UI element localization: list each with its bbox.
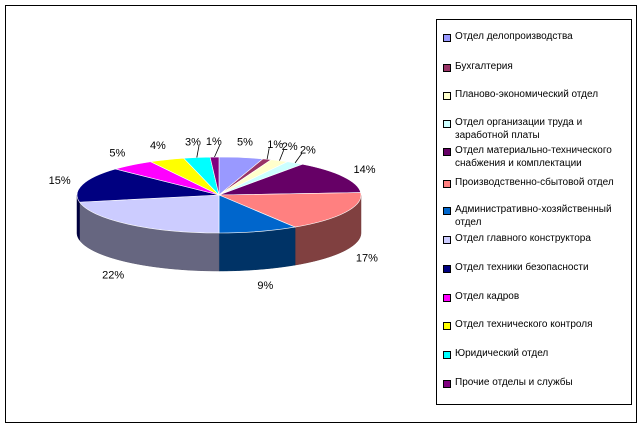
pie-slice-5 <box>218 192 362 228</box>
leader-line-2 <box>279 149 285 161</box>
legend-swatch <box>443 148 451 156</box>
data-label-11: 3% <box>185 137 201 149</box>
legend-label: Бухгалтерия <box>455 61 513 72</box>
data-label-0: 5% <box>237 137 253 149</box>
data-label-6: 9% <box>257 280 273 292</box>
legend-item: Административно-хозяйственный отдел <box>443 203 629 229</box>
legend-item: Производственно-сбытовой отдел <box>443 176 629 189</box>
legend-swatch <box>443 380 451 388</box>
legend-item: Прочие отделы и службы <box>443 376 629 389</box>
legend-item: Отдел материально-технического снабжения… <box>443 144 629 170</box>
leader-line-1 <box>266 148 270 160</box>
legend-label: Планово-экономический отдел <box>455 89 599 100</box>
legend-item: Юридический отдел <box>443 347 629 360</box>
legend-item: Отдел техники безопасности <box>443 261 629 274</box>
legend-swatch <box>443 120 451 128</box>
leader-line-12 <box>214 144 221 158</box>
legend-swatch <box>443 294 451 302</box>
legend-label: Отдел делопроизводства <box>455 31 573 42</box>
legend: Отдел делопроизводства Бухгалтерия Планово… <box>436 19 632 405</box>
legend-item: Отдел кадров <box>443 290 629 303</box>
data-label-2: 2% <box>282 141 298 153</box>
legend-item: Отдел организации труда и заработной пла… <box>443 116 629 142</box>
legend-label: Отдел техники безопасности <box>455 262 589 273</box>
legend-swatch <box>443 64 451 72</box>
pie-slice-4 <box>218 163 362 196</box>
leader-line-11 <box>196 145 200 158</box>
data-label-12: 1% <box>206 136 222 148</box>
legend-item: Планово-экономический отдел <box>443 88 629 101</box>
data-label-3: 2% <box>300 144 316 156</box>
legend-item: Бухгалтерия <box>443 60 629 73</box>
legend-label: Юридический отдел <box>455 348 549 359</box>
legend-swatch <box>443 92 451 100</box>
data-label-1: 1% <box>267 139 283 151</box>
legend-swatch <box>443 207 451 215</box>
data-label-4: 14% <box>353 164 375 176</box>
legend-label: Отдел организации труда и заработной пла… <box>455 117 583 141</box>
legend-label: Производственно-сбытовой отдел <box>455 177 614 188</box>
legend-swatch <box>443 180 451 188</box>
legend-swatch <box>443 34 451 42</box>
legend-item: Отдел главного конструктора <box>443 232 629 245</box>
legend-label: Отдел материально-технического снабжения… <box>455 145 612 169</box>
data-label-8: 15% <box>49 175 71 187</box>
pie-side-6 <box>218 226 296 272</box>
legend-label: Отдел технического контроля <box>455 319 593 330</box>
legend-swatch <box>443 351 451 359</box>
pie-slice-8 <box>76 168 220 203</box>
legend-label: Отдел главного конструктора <box>455 233 591 244</box>
legend-label: Отдел кадров <box>455 291 520 302</box>
data-label-5: 17% <box>356 253 378 265</box>
data-label-10: 4% <box>150 140 166 152</box>
legend-item: Отдел делопроизводства <box>443 30 629 43</box>
pie-slice-6 <box>218 194 297 234</box>
data-label-9: 5% <box>109 147 125 159</box>
legend-swatch <box>443 236 451 244</box>
legend-item: Отдел технического контроля <box>443 318 629 331</box>
leader-line-3 <box>294 153 303 164</box>
legend-label: Административно-хозяйственный отдел <box>455 204 612 228</box>
data-label-7: 22% <box>102 270 124 282</box>
legend-label: Прочие отделы и службы <box>455 377 573 388</box>
legend-swatch <box>443 265 451 273</box>
legend-swatch <box>443 322 451 330</box>
pie-slice-7 <box>78 194 220 234</box>
